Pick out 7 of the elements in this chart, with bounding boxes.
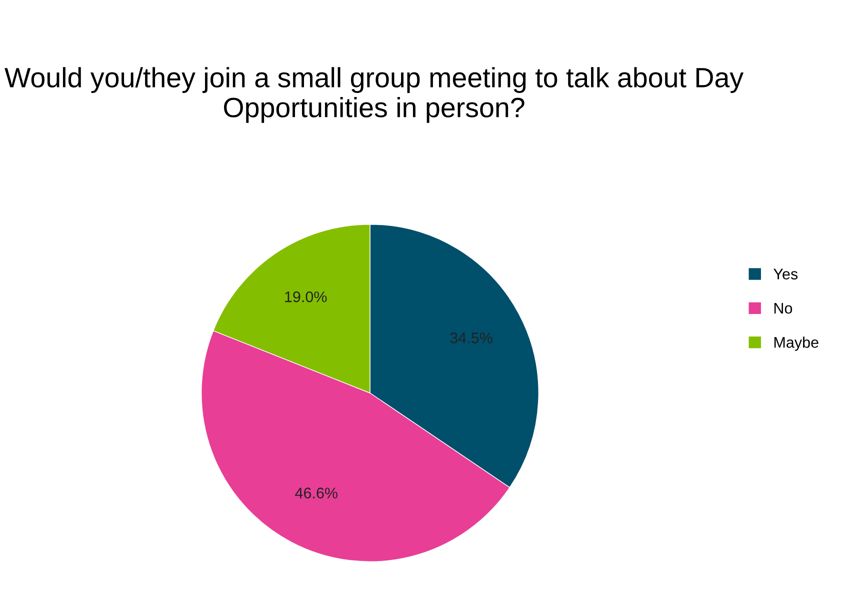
legend-label: No	[774, 302, 792, 314]
data-label: 46.6%	[295, 488, 338, 498]
data-label: 34.5%	[450, 332, 492, 344]
legend-label: Yes	[774, 268, 798, 280]
chart-title: Would you/they join a small group meeting to talk about Day Opportunities in person?	[4, 67, 744, 123]
data-label: 19.0%	[285, 291, 327, 302]
legend-label: Maybe	[774, 336, 818, 351]
